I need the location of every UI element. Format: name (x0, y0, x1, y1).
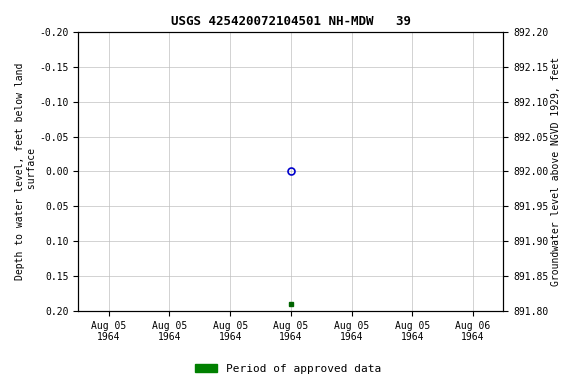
Y-axis label: Depth to water level, feet below land
 surface: Depth to water level, feet below land su… (15, 63, 37, 280)
Y-axis label: Groundwater level above NGVD 1929, feet: Groundwater level above NGVD 1929, feet (551, 57, 561, 286)
Legend: Period of approved data: Period of approved data (191, 359, 385, 379)
Title: USGS 425420072104501 NH-MDW   39: USGS 425420072104501 NH-MDW 39 (171, 15, 411, 28)
